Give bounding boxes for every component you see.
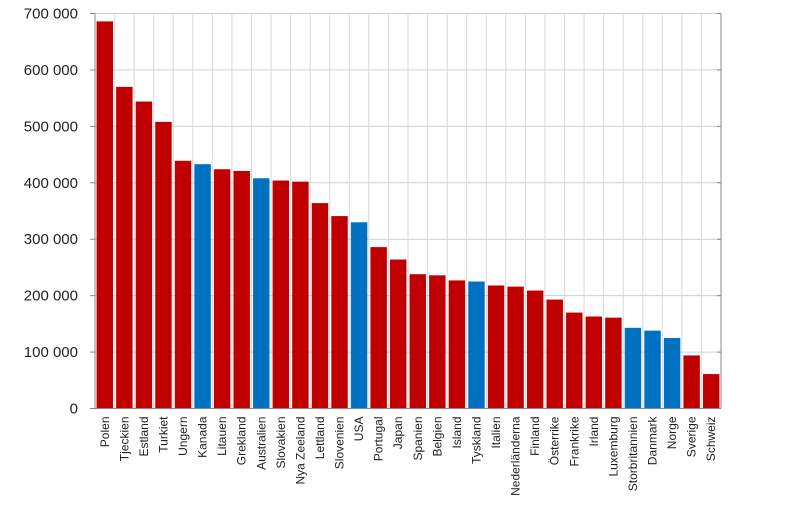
y-tick-label: 600 000 bbox=[24, 62, 78, 79]
bar-nederländerna bbox=[507, 286, 524, 409]
bar-ungern bbox=[174, 160, 192, 409]
bar-lettland bbox=[311, 203, 329, 409]
bar-polen bbox=[96, 21, 113, 409]
x-tick-label: Turkiet bbox=[156, 416, 170, 453]
bar-slovenien bbox=[331, 216, 348, 409]
bar-italien bbox=[487, 285, 505, 409]
bar-österrike bbox=[546, 299, 563, 409]
x-tick-label: Nederländerna bbox=[509, 416, 523, 496]
x-tick-label: Japan bbox=[391, 417, 405, 450]
axes bbox=[90, 13, 722, 409]
x-tick-label: Frankrike bbox=[567, 416, 581, 466]
x-tick-label: Tyskland bbox=[469, 417, 483, 464]
bar-estland bbox=[135, 101, 153, 409]
y-tick-label: 100 000 bbox=[24, 344, 78, 361]
y-tick-label: 200 000 bbox=[24, 288, 78, 305]
x-tick-label: Kanada bbox=[196, 416, 210, 458]
bar-norge bbox=[663, 337, 681, 409]
bar-australien bbox=[253, 178, 270, 409]
bars bbox=[96, 21, 720, 409]
y-tick-label: 0 bbox=[70, 401, 78, 418]
x-tick-label: Portugal bbox=[372, 417, 386, 462]
x-tick-label: Irland bbox=[587, 417, 601, 447]
x-tick-label: Italien bbox=[489, 417, 503, 449]
bar-litauen bbox=[213, 169, 231, 409]
x-tick-label: Slovenien bbox=[333, 417, 347, 470]
bar-danmark bbox=[644, 330, 661, 409]
x-tick-label: Australien bbox=[254, 417, 268, 470]
x-tick-label: Estland bbox=[137, 417, 151, 457]
bar-belgien bbox=[429, 275, 446, 409]
gridlines bbox=[94, 13, 722, 409]
bar-schweiz bbox=[703, 374, 720, 409]
bar-storbritannien bbox=[624, 327, 642, 409]
x-axis-tick-labels: Polen Tjeckien Estland Turkiet Ungern Kanada L… bbox=[98, 416, 718, 496]
x-tick-label: Grekland bbox=[235, 417, 249, 466]
x-tick-label: Schweiz bbox=[704, 417, 718, 462]
bar-kanada bbox=[194, 164, 211, 409]
x-tick-label: USA bbox=[352, 417, 366, 442]
y-axis-tick-labels: 0 100 000 200 000 300 000 400 000 500 000 600 … bbox=[24, 6, 78, 418]
x-tick-label: Danmark bbox=[646, 416, 660, 466]
bar-finland bbox=[526, 290, 544, 409]
x-tick-label: Polen bbox=[98, 417, 112, 448]
bar-portugal bbox=[370, 247, 387, 409]
y-tick-label: 500 000 bbox=[24, 118, 78, 135]
y-tick-label: 300 000 bbox=[24, 231, 78, 248]
bar-japan bbox=[390, 259, 407, 409]
x-tick-label: Nya Zeeland bbox=[293, 417, 307, 485]
bar-irland bbox=[585, 316, 603, 409]
bar-island bbox=[448, 280, 466, 409]
x-tick-label: Österrike bbox=[548, 416, 562, 465]
x-tick-label: Ungern bbox=[176, 417, 190, 456]
x-tick-label: Tjeckien bbox=[117, 417, 131, 462]
x-tick-label: Litauen bbox=[215, 417, 229, 456]
y-tick-label: 700 000 bbox=[24, 6, 78, 23]
bar-turkiet bbox=[155, 121, 172, 409]
x-tick-label: Lettland bbox=[313, 417, 327, 460]
bar-tjeckien bbox=[116, 86, 133, 409]
x-tick-label: Sverige bbox=[685, 416, 699, 457]
y-tick-label: 400 000 bbox=[24, 175, 78, 192]
bar-slovakien bbox=[272, 180, 290, 409]
bar-spanien bbox=[409, 274, 426, 409]
x-tick-label: Storbritannien bbox=[626, 417, 640, 492]
x-tick-label: Slovakien bbox=[274, 417, 288, 469]
bar-grekland bbox=[233, 170, 250, 409]
x-tick-label: Island bbox=[450, 417, 464, 449]
x-tick-label: Finland bbox=[528, 417, 542, 456]
bar-usa bbox=[350, 222, 368, 409]
bar-sverige bbox=[683, 355, 700, 409]
bar-frankrike bbox=[566, 312, 583, 409]
x-tick-label: Luxemburg bbox=[606, 417, 620, 477]
x-tick-label: Spanien bbox=[411, 417, 425, 461]
bar-nya-zeeland bbox=[292, 181, 309, 409]
bar-tyskland bbox=[468, 281, 485, 409]
x-tick-label: Norge bbox=[665, 416, 679, 449]
bar-luxemburg bbox=[605, 317, 622, 409]
x-tick-label: Belgien bbox=[430, 417, 444, 457]
